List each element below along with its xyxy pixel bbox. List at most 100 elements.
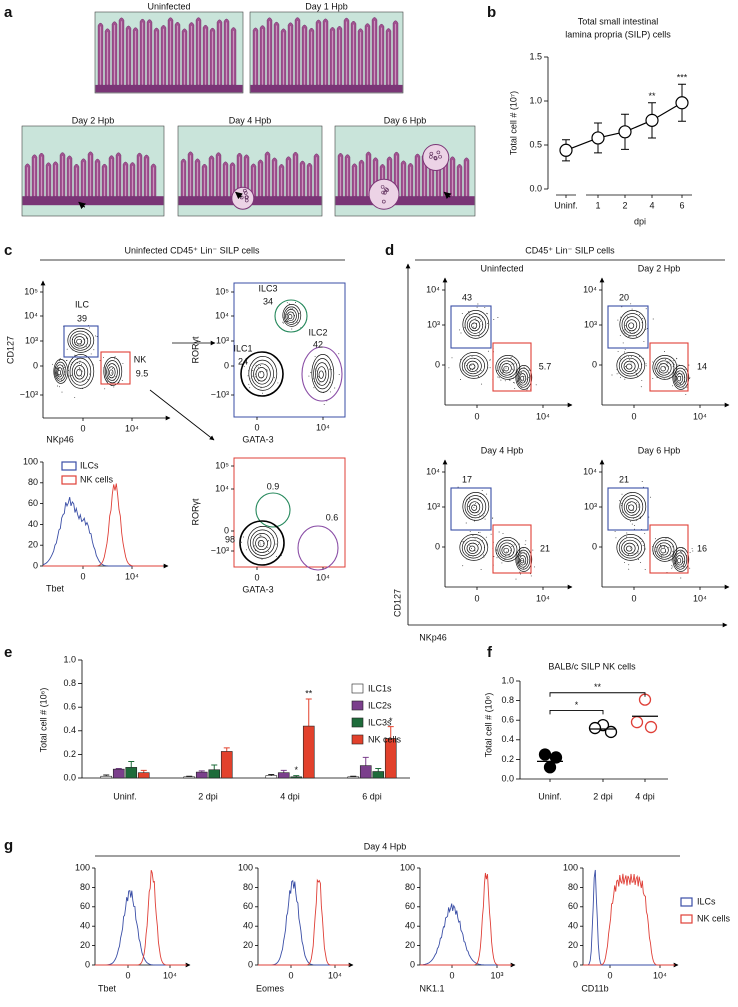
bar (290, 776, 303, 779)
event-dot (663, 378, 665, 380)
axis-title: Eomes (256, 983, 285, 993)
axis-title: Tbet (46, 583, 65, 593)
granuloma-cell (380, 185, 385, 189)
event-dot (674, 360, 676, 361)
event-dot (689, 551, 691, 553)
event-dot (254, 545, 256, 547)
event-dot (502, 370, 504, 372)
event-dot (644, 569, 646, 571)
chart-title: BALB/c SILP NK cells (548, 661, 636, 671)
contour (57, 369, 61, 376)
event-dot (511, 363, 513, 365)
y-tick-label: 40 (405, 921, 415, 931)
significance-bracket (549, 709, 604, 715)
event-dot (468, 554, 470, 556)
event-dot (257, 366, 259, 368)
event-dot (632, 553, 634, 555)
event-dot (81, 375, 83, 377)
event-dot (64, 366, 66, 368)
event-dot (645, 363, 647, 365)
event-dot (497, 376, 499, 378)
event-dot (89, 365, 91, 367)
histogram-curve (43, 483, 163, 567)
event-dot (524, 566, 525, 568)
granuloma-cell (244, 198, 249, 203)
contour (250, 359, 274, 388)
event-dot (639, 509, 640, 511)
contour (107, 366, 116, 379)
event-dot (460, 358, 462, 360)
y-tick-label: 0 (573, 959, 578, 969)
event-dot (469, 530, 471, 532)
event-dot (662, 553, 664, 555)
axis-title: Total cell # (10⁶) (38, 688, 48, 753)
event-dot (507, 360, 509, 362)
error-bar (305, 698, 312, 727)
chart-title: Total small intestinal (578, 16, 659, 26)
contour (248, 356, 278, 391)
arrow (235, 191, 243, 200)
event-dot (629, 502, 631, 503)
event-dot (524, 543, 526, 545)
event-dot (677, 373, 679, 375)
gate-value: 16 (697, 543, 707, 553)
event-dot (669, 554, 671, 556)
contour (464, 357, 482, 375)
event-dot (87, 338, 89, 340)
event-dot (472, 369, 474, 371)
panel-letter: c (4, 242, 12, 259)
event-dot (498, 377, 500, 379)
contour (104, 360, 120, 384)
event-dot (520, 552, 522, 554)
contour (282, 304, 302, 327)
panel-letter: b (487, 4, 496, 21)
x-tick-label: 6 dpi (362, 791, 382, 801)
event-dot (243, 366, 245, 368)
event-dot (472, 535, 474, 537)
event-dot (275, 543, 277, 545)
event-dot (629, 330, 631, 332)
event-dot (681, 565, 683, 567)
event-dot (513, 382, 515, 384)
event-dot (468, 501, 469, 503)
event-dot (273, 377, 275, 379)
event-dot (675, 552, 677, 554)
event-dot (624, 324, 626, 326)
event-dot (682, 387, 684, 389)
event-dot (483, 554, 484, 556)
event-dot (644, 532, 646, 534)
y-tick-label: 10⁵ (215, 460, 229, 470)
event-dot (518, 378, 519, 380)
contour (466, 542, 479, 554)
event-dot (329, 391, 331, 393)
event-dot (286, 314, 288, 315)
contour (69, 330, 92, 351)
event-dot (522, 547, 524, 549)
granuloma-cell (382, 199, 386, 204)
y-tick-label: 60 (243, 901, 253, 911)
event-dot (272, 536, 274, 538)
event-dot (489, 358, 491, 360)
event-dot (473, 367, 475, 369)
y-tick-label: 10⁴ (215, 483, 229, 493)
contour (618, 354, 642, 377)
y-tick-label: 0.4 (63, 725, 76, 735)
event-dot (686, 555, 687, 557)
event-dot (519, 376, 521, 378)
event-dot (484, 518, 486, 520)
event-dot (638, 313, 640, 315)
event-dot (469, 498, 470, 500)
event-dot (338, 353, 340, 355)
event-dot (644, 548, 646, 550)
y-tick-label: 0 (592, 541, 597, 551)
event-dot (245, 549, 247, 551)
event-dot (69, 375, 71, 377)
event-dot (68, 369, 70, 371)
event-dot (628, 564, 630, 566)
event-dot (666, 365, 668, 367)
contour (658, 363, 669, 374)
event-dot (520, 382, 522, 383)
event-dot (498, 553, 499, 555)
event-dot (517, 362, 519, 364)
error-bar (140, 769, 147, 773)
